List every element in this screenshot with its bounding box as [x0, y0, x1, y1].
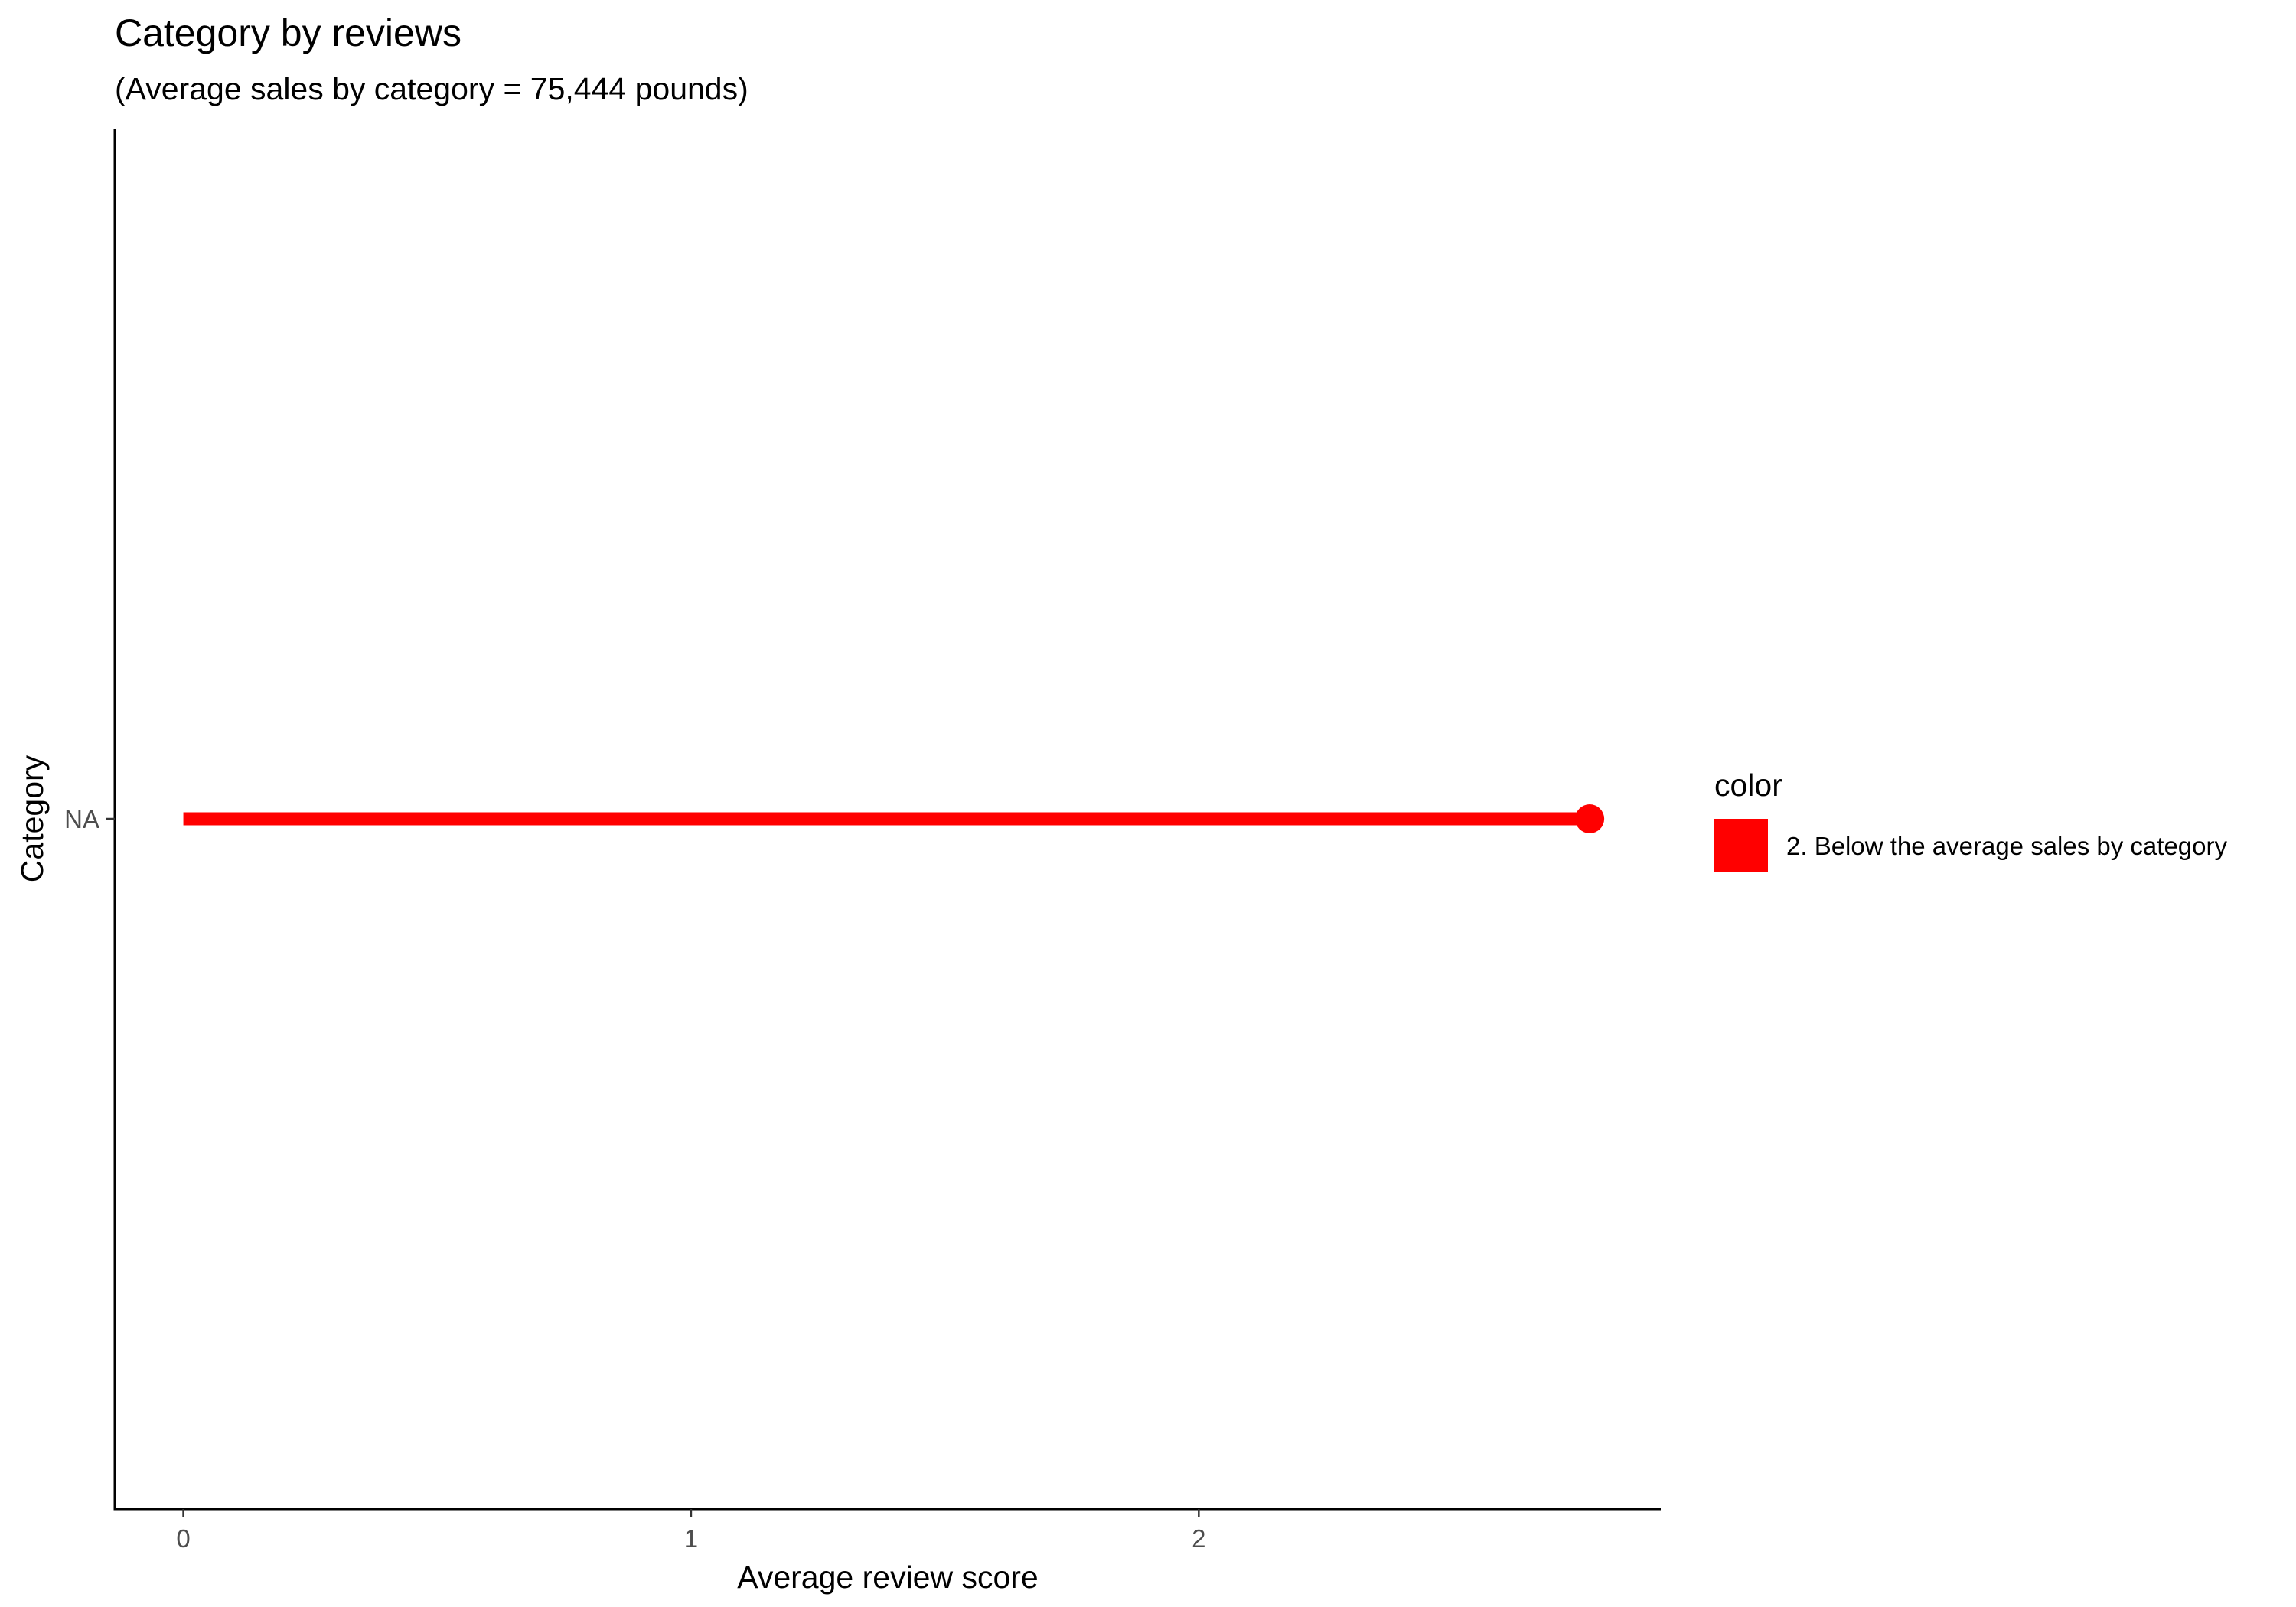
lollipop-point	[1575, 804, 1605, 833]
y-tick-label: NA	[64, 805, 99, 833]
x-tick-label: 0	[176, 1524, 190, 1553]
x-axis-ticks: 0 1 2	[176, 1509, 1206, 1553]
legend-entries: 2. Below the average sales by category	[1714, 819, 2228, 872]
x-axis-title: Average review score	[737, 1560, 1038, 1595]
legend-key	[1714, 819, 1768, 872]
plot-area: 0 1 2 NA	[64, 129, 1661, 1553]
x-tick-label: 2	[1192, 1524, 1205, 1553]
y-axis-ticks: NA	[64, 805, 115, 833]
legend-label: 2. Below the average sales by category	[1786, 832, 2228, 860]
x-tick-label: 1	[684, 1524, 698, 1553]
chart-title: Category by reviews	[115, 11, 461, 54]
chart-subtitle: (Average sales by category = 75,444 poun…	[115, 71, 748, 106]
legend: color 2. Below the average sales by cate…	[1714, 768, 2228, 872]
y-axis-title: Category	[15, 755, 50, 882]
chart-marks	[183, 804, 1605, 833]
legend-title: color	[1714, 768, 1782, 803]
